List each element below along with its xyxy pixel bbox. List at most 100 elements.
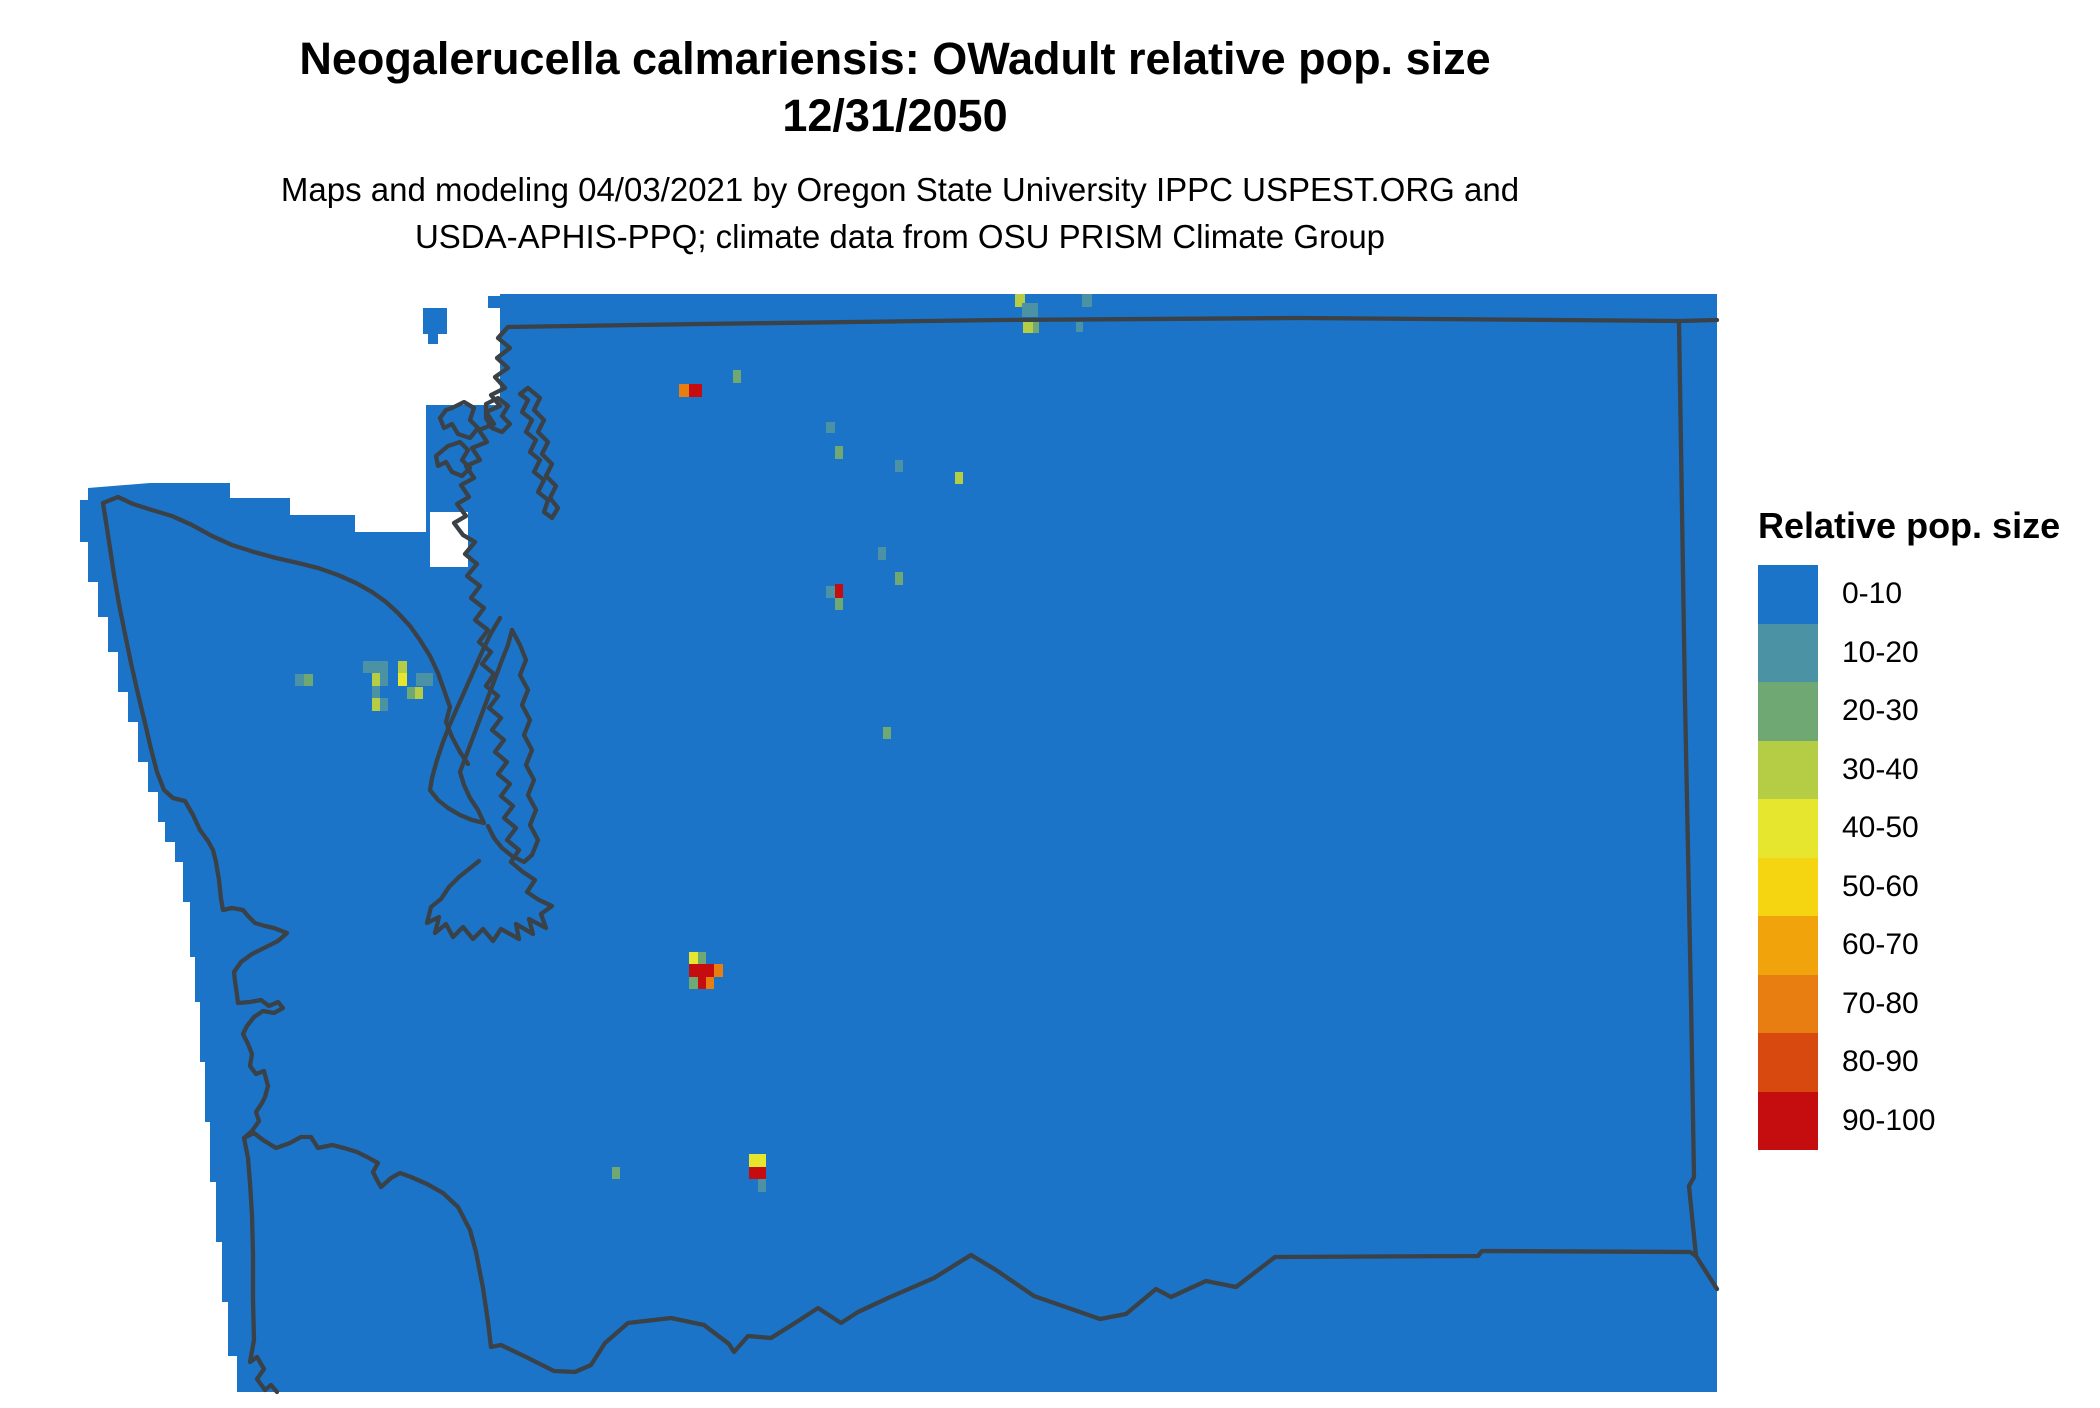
legend-swatch [1758,565,1818,624]
legend-rows: 0-10 10-20 20-30 30-40 40-50 50-60 60-70 70-80 8… [1758,565,2060,1150]
pop-cell [706,977,714,989]
pop-cell [895,460,903,472]
legend-title: Relative pop. size [1758,505,2061,546]
pop-cell [372,698,380,711]
pop-cell [398,661,407,673]
legend-item-80-90: 80-90 [1758,1033,2060,1092]
legend-item-90-100: 90-100 [1758,1091,2060,1150]
legend-swatch [1758,799,1818,858]
legend-swatch [1758,740,1818,799]
pop-cell [407,687,415,699]
legend-item-20-30: 20-30 [1758,682,2060,741]
pop-cell [749,1167,766,1179]
island-raster-cells [423,296,500,344]
pop-cell [372,673,380,686]
pop-cell [689,964,714,977]
willapa-bay-outline [241,1130,414,1190]
olympic-north-coast-outline [100,494,471,767]
caption-line-1: Maps and modeling 04/03/2021 by Oregon S… [280,171,1520,208]
san-juan-3-outline [433,439,473,479]
pop-cell [689,952,698,964]
pop-cell [304,674,313,686]
legend-label: 90-100 [1842,1103,1936,1137]
legend-swatch [1758,974,1818,1033]
legend-label: 40-50 [1842,811,1919,845]
pop-cell [295,674,304,686]
legend-item-60-70: 60-70 [1758,916,2060,975]
pop-cell [835,584,843,598]
pop-cell [1023,322,1033,333]
legend-swatch [1758,1091,1818,1150]
map-caption: Maps and modeling 04/03/2021 by Oregon S… [0,166,1800,260]
legend-label: 80-90 [1842,1045,1919,1079]
mainland-shore-outline [424,324,555,944]
pop-cell [1015,294,1025,307]
pop-cell [415,687,423,699]
border-south-columbia-outline [408,1174,1699,1375]
legend-label: 30-40 [1842,752,1919,786]
pop-cell [749,1154,766,1167]
legend-item-30-40: 30-40 [1758,740,2060,799]
legend-label: 50-60 [1842,869,1919,903]
pop-cell [1033,322,1039,333]
legend-label: 20-30 [1842,694,1919,728]
legend-label: 0-10 [1842,577,1903,611]
pop-cell [733,370,741,383]
legend-item-70-80: 70-80 [1758,974,2060,1033]
pop-cell [835,446,843,459]
pop-cell [398,673,407,686]
legend-swatch [1758,916,1818,975]
pop-cell [955,472,963,484]
pop-cell [689,384,702,397]
legend-label: 70-80 [1842,986,1919,1020]
pop-cell [372,686,380,698]
pop-cell [698,952,706,964]
pop-cell [612,1167,620,1179]
pop-cell [380,698,388,711]
pop-cell [689,977,698,989]
pop-cell [698,977,706,989]
pop-cell [380,673,388,686]
title-line-1: Neogalerucella calmariensis: OWadult rel… [299,33,1491,84]
legend-label: 10-20 [1842,635,1919,669]
map-raster-base [80,294,1717,1392]
pacific-coast-outline [100,500,290,1395]
pop-cell [363,661,388,673]
san-juan-1-outline [437,399,481,441]
pop-cell [835,598,843,610]
pop-cell [758,1179,766,1192]
legend-item-50-60: 50-60 [1758,857,2060,916]
legend-swatch [1758,1033,1818,1092]
legend-item-10-20: 10-20 [1758,623,2060,682]
legend-swatch [1758,682,1818,741]
pop-cell [895,572,903,585]
legend-label: 60-70 [1842,928,1919,962]
pop-cell [826,586,835,598]
legend: Relative pop. size 0-10 10-20 20-30 30-40 40… [1758,505,2060,1150]
whidbey-island-outline [517,385,561,521]
population-cells-layer [295,294,1092,1192]
legend-swatch [1758,857,1818,916]
caption-line-2: USDA-APHIS-PPQ; climate data from OSU PR… [414,218,1386,255]
map-title: Neogalerucella calmariensis: OWadult rel… [0,30,1790,144]
legend-swatch [1758,623,1818,682]
pop-cell [826,422,835,433]
pop-cell [878,547,886,560]
pop-cell [679,384,689,397]
pop-cell [1076,322,1083,332]
pop-cell [416,673,433,686]
strait-white-gap [430,512,468,567]
pop-cell [714,964,723,977]
pop-cell [1022,303,1038,317]
san-juan-2-outline [483,395,513,435]
title-line-2: 12/31/2050 [782,90,1008,141]
legend-item-0-10: 0-10 [1758,565,2060,624]
border-north-outline [505,315,1720,330]
hood-canal-outline [427,615,515,826]
pop-cell [883,727,891,739]
boundary-lines-layer [100,315,1720,1395]
legend-item-40-50: 40-50 [1758,799,2060,858]
pop-cell [1082,294,1092,307]
